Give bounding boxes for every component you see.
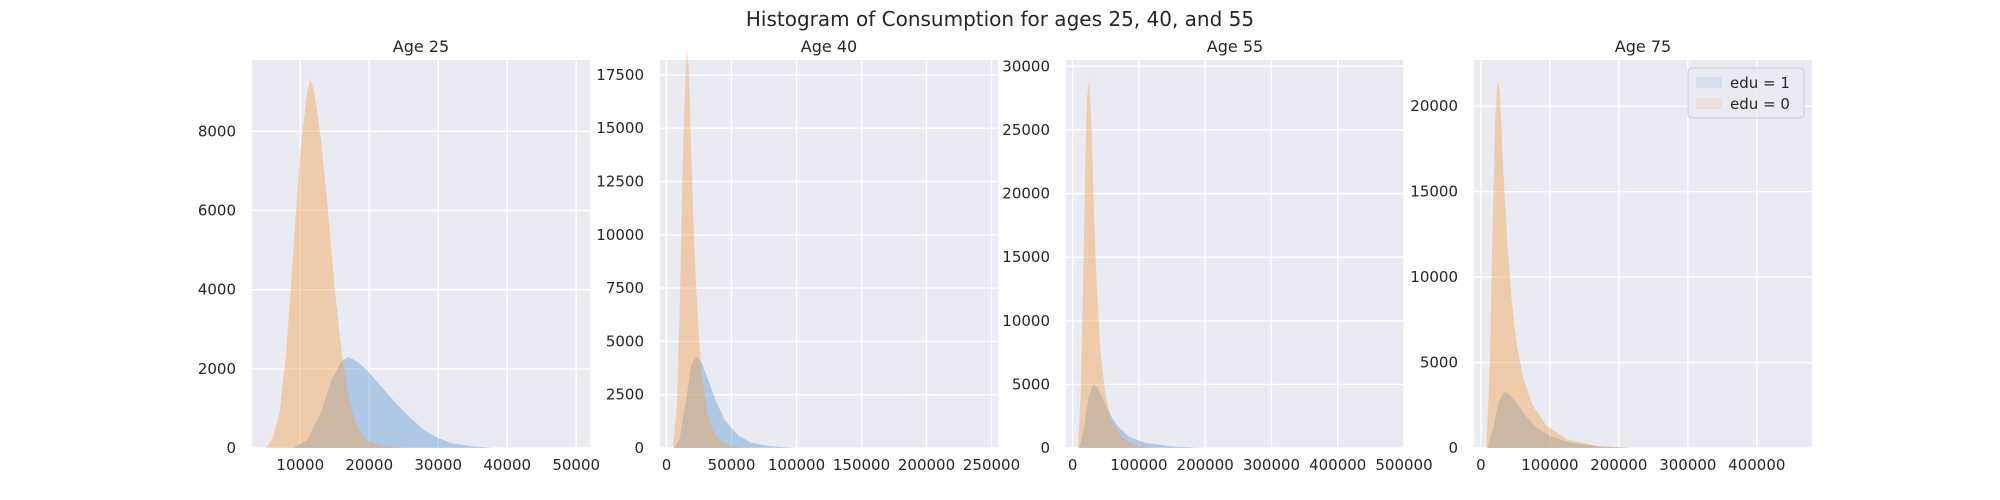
x-tick-label: 400000 (1309, 456, 1366, 474)
x-tick-label: 150000 (833, 456, 890, 474)
plot-background (1066, 60, 1404, 448)
x-tick-label: 500000 (1375, 456, 1432, 474)
x-tick-label: 200000 (1590, 456, 1647, 474)
x-tick-label: 0 (662, 456, 672, 474)
x-tick-label: 10000 (276, 456, 324, 474)
chart-panels: 10000 20000 30000 40000 50000020004000600080… (198, 37, 1812, 474)
y-tick-label: 6000 (198, 201, 236, 219)
x-tick-label: 100000 (1521, 456, 1578, 474)
x-tick-label: 300000 (1659, 456, 1716, 474)
y-tick-label: 20000 (1410, 97, 1458, 115)
y-tick-label: 4000 (198, 281, 236, 299)
legend: edu = 1 edu = 0 (1687, 67, 1805, 119)
plot-background (1474, 60, 1812, 448)
histogram-edu1 (674, 356, 797, 448)
y-tick-label: 2000 (198, 360, 236, 378)
y-tick-label: 10000 (1002, 312, 1050, 330)
y-tick-label: 12500 (596, 173, 644, 191)
histogram-edu0 (1077, 79, 1153, 448)
y-tick-label: 10000 (596, 226, 644, 244)
y-tick-label: 2500 (606, 386, 644, 404)
panel-1: 10000 20000 30000 40000 50000 0 2000 4000 6000 80… (198, 37, 600, 474)
legend-box (1687, 67, 1805, 119)
y-tick-label: 5000 (1012, 375, 1050, 393)
y-tick-label: 20000 (1002, 185, 1050, 203)
x-tick-label: 50000 (708, 456, 756, 474)
y-tick-label: 10000 (1410, 268, 1458, 286)
y-tick-label: 7500 (606, 279, 644, 297)
plot-background (252, 60, 590, 448)
y-tick-label: 15000 (1410, 183, 1458, 201)
x-tick-label: 200000 (898, 456, 955, 474)
panel-4: 0 100000 200000 300000 400000 0 5000 10000 15000… (1410, 37, 1812, 474)
x-tick-label: 0 (1068, 456, 1078, 474)
legend-swatch (1696, 77, 1722, 88)
y-tick-label: 0 (1040, 439, 1050, 457)
y-tick-label: 0 (1448, 439, 1458, 457)
legend-label: edu = 0 (1730, 95, 1790, 113)
histogram-edu0 (673, 49, 745, 449)
y-tick-label: 0 (634, 439, 644, 457)
x-tick-label: 40000 (483, 456, 531, 474)
x-tick-label: 20000 (345, 456, 393, 474)
legend-swatch (1696, 98, 1722, 109)
y-tick-label: 15000 (596, 119, 644, 137)
x-tick-label: 30000 (414, 456, 462, 474)
x-tick-label: 100000 (1110, 456, 1167, 474)
panel-3: 0 100000 200000 300000 400000 500000 0 5000 1000… (1002, 37, 1432, 474)
histogram-edu1 (1079, 384, 1206, 448)
x-tick-label: 250000 (963, 456, 1020, 474)
plot-background (660, 60, 998, 448)
histogram-edu1 (1487, 391, 1633, 448)
histogram-edu0 (1486, 80, 1633, 448)
x-tick-label: 200000 (1177, 456, 1234, 474)
histogram-edu0 (265, 79, 404, 449)
y-tick-label: 30000 (1002, 57, 1050, 75)
y-tick-label: 0 (226, 439, 236, 457)
y-tick-label: 17500 (596, 66, 644, 84)
x-tick-label: 0 (1476, 456, 1486, 474)
panel-title: Age 25 (393, 37, 449, 56)
panel-title: Age 75 (1615, 37, 1671, 56)
x-tick-label: 50000 (552, 456, 600, 474)
panel-2: 0 50000 100000 150000 200000 250000 0 2500 5000 7… (596, 37, 1020, 474)
legend-label: edu = 1 (1730, 74, 1790, 92)
figure-title: Histogram of Consumption for ages 25, 40… (746, 7, 1254, 31)
y-tick-label: 5000 (606, 332, 644, 350)
panel-title: Age 40 (801, 37, 857, 56)
x-tick-label: 400000 (1728, 456, 1785, 474)
x-tick-label: 100000 (768, 456, 825, 474)
x-tick-label: 300000 (1243, 456, 1300, 474)
panel-title: Age 55 (1207, 37, 1263, 56)
y-tick-label: 5000 (1420, 354, 1458, 372)
histogram-edu1 (293, 356, 494, 448)
y-tick-label: 25000 (1002, 121, 1050, 139)
y-tick-label: 8000 (198, 122, 236, 140)
y-tick-label: 15000 (1002, 248, 1050, 266)
